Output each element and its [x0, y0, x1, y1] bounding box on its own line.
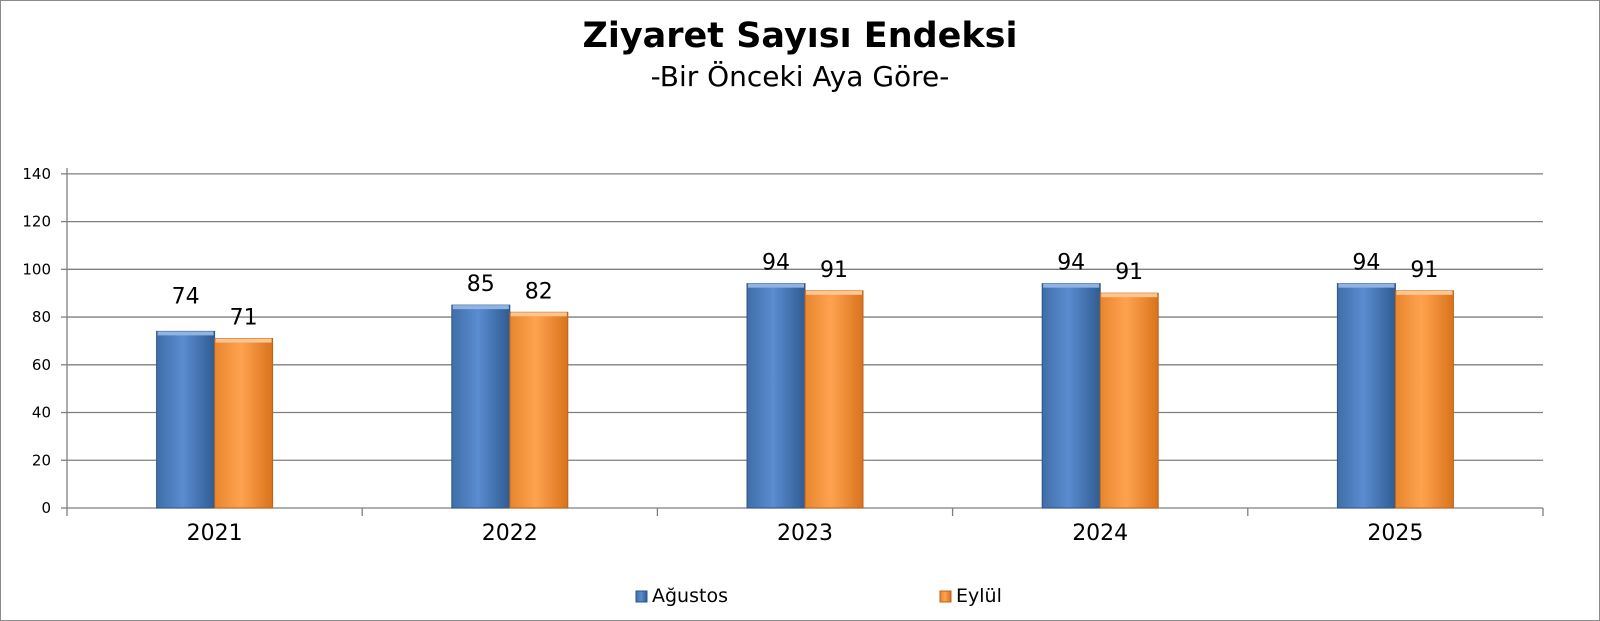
data-label: 71: [230, 306, 258, 331]
x-tick-label: 2023: [777, 521, 833, 546]
data-label: 91: [1115, 260, 1143, 285]
x-tick-label: 2024: [1072, 521, 1128, 546]
bar-Eylül-2024: [1099, 292, 1159, 509]
x-tick-label: 2022: [482, 521, 538, 546]
x-tick-label: 2025: [1367, 521, 1423, 546]
bar-Eylül-2023: [804, 290, 864, 509]
chart-subtitle: -Bir Önceki Aya Göre-: [650, 60, 950, 93]
bar-Ağustos-2021: [156, 330, 216, 509]
bar-top-highlight: [1101, 293, 1158, 298]
bar-Eylül-2025: [1394, 290, 1454, 509]
bar-Ağustos-2025: [1336, 283, 1396, 509]
y-tick-label: 100: [22, 260, 51, 278]
y-tick-label: 140: [22, 165, 51, 183]
bar-Eylül-2021: [214, 338, 274, 509]
data-label: 94: [762, 251, 790, 276]
bar-Ağustos-2022: [451, 304, 511, 509]
bar-Ağustos-2024: [1041, 283, 1101, 509]
y-tick-label: 0: [41, 499, 51, 517]
data-label: 82: [525, 279, 553, 304]
data-label: 94: [1057, 251, 1085, 276]
x-tick-label: 2021: [187, 521, 243, 546]
legend-label: Ağustos: [652, 585, 728, 607]
legend-swatch: [939, 590, 952, 603]
bar-top-highlight: [1043, 283, 1100, 288]
y-tick-label: 120: [22, 213, 51, 231]
legend-swatch: [635, 590, 648, 603]
bar-Eylül-2022: [509, 311, 569, 509]
bar-top-highlight: [510, 312, 567, 317]
bar-top-highlight: [1338, 283, 1395, 288]
chart-title: Ziyaret Sayısı Endeksi: [582, 16, 1018, 56]
y-tick-label: 40: [32, 404, 51, 422]
bar-top-highlight: [157, 331, 214, 336]
y-tick-label: 60: [32, 356, 51, 374]
bar-top-highlight: [452, 305, 509, 310]
data-label: 94: [1352, 251, 1380, 276]
data-label: 91: [820, 258, 848, 283]
legend-label: Eylül: [956, 585, 1002, 607]
bar-top-highlight: [806, 290, 862, 295]
y-tick-label: 20: [32, 451, 51, 469]
bar-top-highlight: [748, 283, 804, 288]
bar-top-highlight: [1396, 290, 1453, 295]
data-label: 85: [467, 272, 495, 297]
bar-Ağustos-2023: [746, 283, 806, 509]
y-tick-label: 80: [32, 308, 51, 326]
bar-top-highlight: [215, 338, 272, 343]
data-label: 91: [1410, 258, 1438, 283]
data-label: 74: [172, 284, 200, 309]
